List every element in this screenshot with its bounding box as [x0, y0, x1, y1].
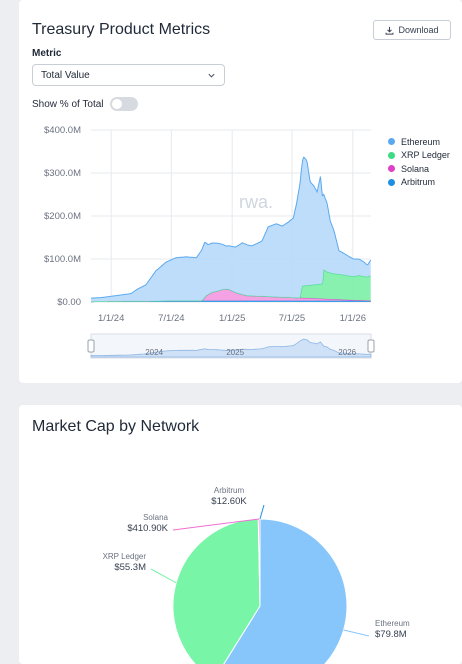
treasury-metrics-card: Treasury Product Metrics Download Metric…	[19, 0, 462, 383]
pie-label-value: $79.8M	[375, 629, 407, 640]
navigator-handle-left[interactable]	[87, 339, 95, 353]
pie-label-value: $410.90K	[127, 523, 168, 534]
treasury-title: Treasury Product Metrics	[32, 21, 211, 38]
pie-label-name: Arbitrum	[214, 486, 245, 495]
market-cap-title: Market Cap by Network	[32, 418, 200, 435]
watermark-text: rwa.	[239, 192, 273, 212]
market-cap-card: Market Cap by Network Ethereum $79.8M XRP …	[19, 405, 462, 664]
x-tick-label: 1/1/24	[98, 313, 124, 324]
pie-chart: Ethereum$79.8M XRP Ledger$55.3M Solana$410…	[103, 486, 410, 664]
area-series-group	[91, 156, 372, 303]
y-tick-label: $300.0M	[44, 168, 81, 179]
metric-select[interactable]: Total Value	[32, 64, 225, 86]
legend-label: XRP Ledger	[401, 150, 450, 161]
pie-leader-line	[259, 504, 265, 520]
legend-swatch	[388, 165, 395, 173]
chart-axes: $0.00 $100.0M $200.0M $300.0M $400.0M 1/1/24 7…	[44, 125, 366, 324]
pie-label-value: $12.60K	[211, 496, 247, 507]
chevron-down-icon	[208, 73, 215, 78]
line-ethereum	[91, 156, 372, 299]
area-chart: rwa. $0.00 $100.0M $200.0M $300.0M $400.0M 1/…	[44, 125, 375, 359]
legend-label: Arbitrum	[401, 177, 436, 188]
metric-label: Metric	[32, 48, 62, 59]
x-tick-label: 1/1/25	[219, 313, 245, 324]
pie-label-value: $55.3M	[114, 562, 146, 573]
metric-select-value: Total Value	[41, 69, 90, 81]
legend-label: Ethereum	[401, 136, 441, 147]
legend-swatch	[388, 138, 395, 146]
navigator-handle-right[interactable]	[367, 339, 375, 353]
legend-item-arbitrum[interactable]: Arbitrum	[388, 176, 450, 190]
pie-label-name: Ethereum	[375, 619, 410, 628]
toggle-knob	[111, 99, 122, 109]
percent-toggle-row: Show % of Total	[32, 97, 138, 111]
navigator-label: 2025	[226, 348, 244, 357]
x-tick-label: 7/1/24	[158, 313, 184, 324]
pie-slice-xrp-ledger[interactable]	[172, 518, 261, 664]
y-tick-label: $0.00	[57, 297, 81, 308]
y-tick-label: $400.0M	[44, 125, 81, 136]
legend-item-xrp-ledger[interactable]: XRP Ledger	[388, 149, 450, 163]
pie-leader-line	[172, 518, 260, 531]
download-icon	[386, 26, 394, 35]
pie-leader-line	[150, 568, 177, 584]
legend-swatch	[388, 151, 395, 159]
download-button[interactable]: Download	[373, 20, 451, 40]
x-tick-label: 7/1/25	[279, 313, 305, 324]
percent-toggle-label: Show % of Total	[32, 98, 104, 110]
area-solana	[91, 289, 371, 302]
legend-label: Solana	[401, 163, 430, 174]
navigator-label: 2026	[338, 348, 356, 357]
legend-swatch	[388, 178, 395, 186]
x-tick-label: 1/1/26	[340, 313, 366, 324]
range-navigator[interactable]: 2024 2025 2026	[87, 333, 375, 359]
navigator-label: 2024	[145, 348, 163, 357]
area-ethereum	[91, 157, 371, 302]
navigator-series	[90, 338, 372, 358]
legend-item-ethereum[interactable]: Ethereum	[388, 135, 450, 149]
percent-toggle[interactable]	[109, 97, 138, 111]
pie-label-name: XRP Ledger	[103, 552, 147, 561]
pie-label-name: Solana	[143, 513, 168, 522]
download-label: Download	[398, 25, 439, 35]
y-tick-label: $200.0M	[44, 211, 81, 222]
chart-legend: Ethereum XRP Ledger Solana Arbitrum	[388, 135, 450, 189]
legend-item-solana[interactable]: Solana	[388, 162, 450, 176]
pie-slice-ethereum[interactable]	[214, 518, 348, 664]
y-tick-label: $100.0M	[44, 254, 81, 265]
pie-leader-line	[343, 629, 370, 637]
